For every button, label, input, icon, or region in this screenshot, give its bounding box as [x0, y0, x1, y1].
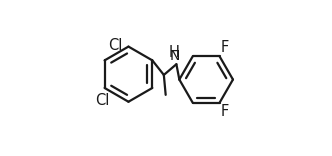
Text: F: F: [221, 40, 229, 55]
Text: Cl: Cl: [95, 93, 110, 107]
Text: N: N: [170, 49, 180, 63]
Text: H: H: [169, 45, 180, 60]
Text: Cl: Cl: [108, 38, 122, 53]
Text: F: F: [221, 104, 229, 119]
